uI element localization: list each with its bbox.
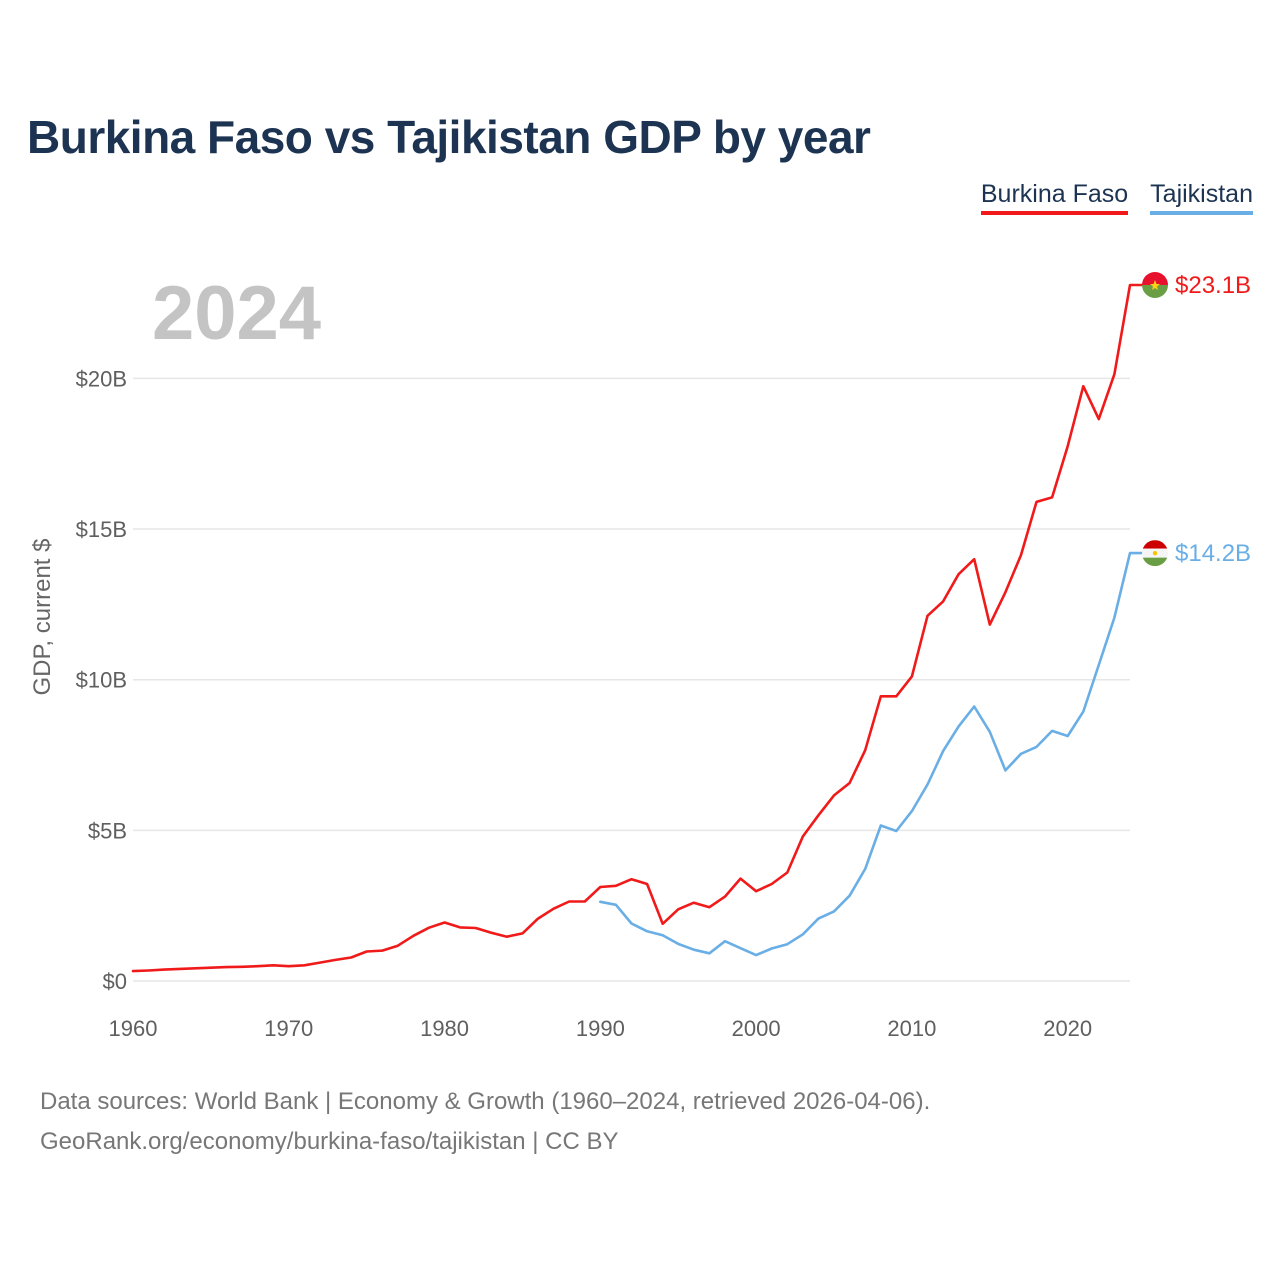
burkina-faso-end-value-label: $23.1B [1175, 272, 1251, 299]
tajikistan-flag-icon [1142, 540, 1168, 567]
chart-title: Burkina Faso vs Tajikistan GDP by year [27, 111, 871, 163]
x-tick-label: 2000 [732, 1016, 781, 1041]
y-tick-label: $10B [76, 668, 127, 693]
series-line-tajikistan[interactable] [598, 551, 1144, 957]
legend-item-burkina-faso[interactable]: Burkina Faso [980, 180, 1129, 215]
y-tick-label: $5B [88, 818, 127, 843]
line-chart: $0 $5B $10B $15B $20B 1960 1970 1980 1990 2000 20… [76, 271, 1251, 1041]
gridlines [133, 377, 1130, 982]
end-markers: $23.1B $14.2B [1142, 271, 1251, 567]
series-line-burkina-faso[interactable] [131, 283, 1144, 973]
x-tick-label: 1980 [420, 1016, 469, 1041]
x-axis-ticks: 1960 1970 1980 1990 2000 2010 2020 [109, 1016, 1093, 1041]
source-note: Data sources: World Bank | Economy & Gro… [40, 1082, 930, 1162]
tajikistan-end-value-label: $14.2B [1175, 540, 1251, 567]
x-tick-label: 2010 [887, 1016, 936, 1041]
x-tick-label: 1960 [109, 1016, 158, 1041]
x-tick-label: 2020 [1043, 1016, 1092, 1041]
y-tick-label: $0 [103, 969, 127, 994]
year-display: 2024 [152, 271, 322, 356]
legend: Burkina Faso Tajikistan [980, 180, 1253, 215]
source-line-1: Data sources: World Bank | Economy & Gro… [40, 1088, 931, 1115]
y-tick-label: $20B [76, 366, 127, 391]
x-tick-label: 1990 [576, 1016, 625, 1041]
series-lines [131, 283, 1144, 973]
source-line-2[interactable]: GeoRank.org/economy/burkina-faso/tajikis… [40, 1128, 619, 1155]
y-axis-ticks: $0 $5B $10B $15B $20B [76, 366, 127, 994]
x-tick-label: 1970 [264, 1016, 313, 1041]
burkina-faso-flag-icon [1142, 271, 1168, 298]
legend-item-tajikistan[interactable]: Tajikistan [1150, 180, 1253, 215]
y-tick-label: $15B [76, 517, 127, 542]
